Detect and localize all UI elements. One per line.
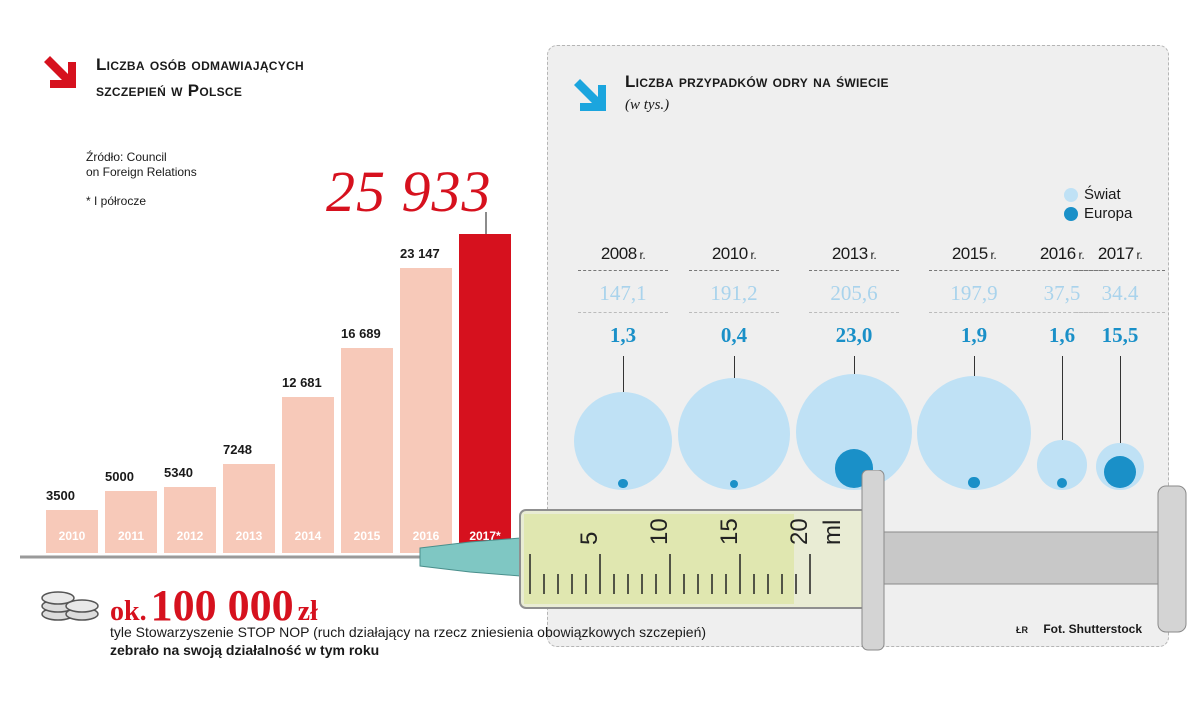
year-label: 2016 r. bbox=[1017, 244, 1107, 271]
half-year-note: * I półrocze bbox=[86, 194, 147, 208]
year-column-2015: 2015 r. 197,9 1,9 bbox=[929, 244, 1019, 348]
year-label: 2010 r. bbox=[689, 244, 779, 271]
footer-text-line1: tyle Stowarzyszenie STOP NOP (ruch dział… bbox=[110, 624, 707, 640]
poland-chart-title: Liczba osób odmawiających szczepień w Po… bbox=[96, 55, 304, 100]
leader-line bbox=[974, 356, 975, 377]
plunger-rod bbox=[879, 531, 1171, 585]
needle-hub bbox=[419, 537, 521, 577]
footer-text-line2: zebrało na swoją działalność w tym roku bbox=[110, 642, 380, 658]
world-value: 37,5 bbox=[1017, 281, 1107, 313]
plunger-head bbox=[1157, 485, 1187, 633]
europe-bubble-2008 bbox=[618, 478, 628, 488]
syringe-liquid bbox=[524, 514, 794, 604]
europe-value: 1,9 bbox=[960, 323, 988, 347]
europe-value: 23,0 bbox=[835, 323, 873, 347]
world-bubble-2015 bbox=[917, 376, 1031, 490]
syringe-flange bbox=[861, 470, 885, 651]
leader-line bbox=[1062, 356, 1063, 441]
year-label: 2008 r. bbox=[578, 244, 668, 271]
scale-label-5: 5 bbox=[576, 532, 603, 545]
source-note: Źródło: Council on Foreign Relations bbox=[86, 150, 197, 179]
year-column-2013: 2013 r. 205,6 23,0 bbox=[809, 244, 899, 348]
europe-value: 0,4 bbox=[720, 323, 748, 347]
world-value: 197,9 bbox=[929, 281, 1019, 313]
leader-line bbox=[1120, 356, 1121, 443]
footer-amount: ok. 100 000 zł bbox=[110, 581, 318, 630]
europe-value: 15,5 bbox=[1101, 323, 1139, 347]
photo-credit: ŁR Fot. Shutterstock bbox=[1016, 622, 1143, 636]
year-column-2010: 2010 r. 191,2 0,4 bbox=[689, 244, 779, 348]
scale-label-15: 15 bbox=[716, 518, 743, 545]
scale-label-10: 10 bbox=[646, 518, 673, 545]
syringe-illustration: 5 10 15 20 ml bbox=[20, 470, 1187, 651]
year-label: 2017 r. bbox=[1075, 244, 1165, 271]
europe-bubble-2010 bbox=[730, 480, 738, 488]
red-arrow-icon bbox=[44, 56, 76, 88]
europe-bubble-2017 bbox=[1104, 456, 1136, 488]
syringe-scale bbox=[529, 554, 811, 594]
world-value: 34.4 bbox=[1075, 281, 1165, 313]
europe-bubble-2016 bbox=[1056, 477, 1068, 488]
year-column-2016: 2016 r. 37,5 1,6 bbox=[1017, 244, 1107, 348]
europe-value: 1,3 bbox=[609, 323, 637, 347]
measles-chart-subtitle: (w tys.) bbox=[625, 97, 670, 113]
legend-item-world: Świat bbox=[1064, 186, 1132, 203]
leader-line bbox=[854, 356, 855, 374]
scale-label-20: 20 bbox=[786, 518, 813, 545]
coins-icon bbox=[41, 591, 99, 621]
year-label: 2013 r. bbox=[809, 244, 899, 271]
world-bubble-2008 bbox=[573, 391, 673, 490]
legend-europe-swatch bbox=[1064, 206, 1078, 221]
legend: Świat Europa bbox=[1064, 186, 1132, 222]
world-bubble-2010 bbox=[678, 378, 790, 490]
year-column-2008: 2008 r. 147,1 1,3 bbox=[578, 244, 668, 348]
blue-arrow-icon bbox=[574, 79, 606, 111]
highlight-value: 25 933 bbox=[326, 159, 492, 224]
year-label: 2015 r. bbox=[929, 244, 1019, 271]
year-column-2017: 2017 r. 34.4 15,5 bbox=[1075, 244, 1165, 348]
world-value: 205,6 bbox=[809, 281, 899, 313]
measles-chart-title: Liczba przypadków odry na świecie bbox=[625, 72, 889, 91]
legend-world-swatch bbox=[1064, 187, 1078, 202]
europe-value: 1,6 bbox=[1048, 323, 1076, 347]
leader-line bbox=[623, 356, 624, 392]
leader-line bbox=[734, 356, 735, 379]
highlight-leader-line bbox=[485, 212, 487, 236]
world-value: 191,2 bbox=[689, 281, 779, 313]
world-value: 147,1 bbox=[578, 281, 668, 313]
scale-unit: ml bbox=[819, 520, 846, 545]
europe-bubble-2015 bbox=[968, 476, 980, 488]
legend-item-europe: Europa bbox=[1064, 205, 1132, 222]
